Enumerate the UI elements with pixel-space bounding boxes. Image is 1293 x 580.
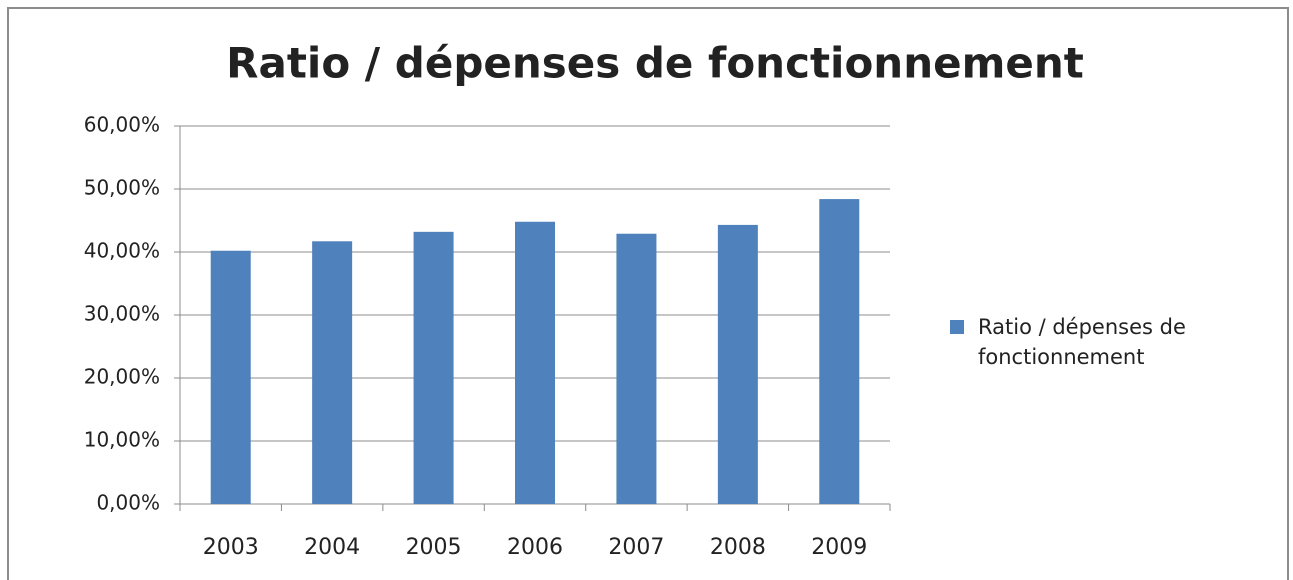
y-tick-label: 60,00% [84, 113, 160, 137]
bar [312, 241, 353, 505]
y-tick-label: 30,00% [84, 302, 160, 326]
chart-border [7, 7, 1289, 580]
bar [616, 233, 657, 505]
y-tick-label: 10,00% [84, 428, 160, 452]
x-tick-label: 2009 [811, 535, 867, 560]
x-tick-label: 2005 [406, 535, 462, 560]
bar [413, 231, 454, 504]
x-tick-label: 2008 [710, 535, 766, 560]
bar [717, 224, 758, 504]
legend: Ratio / dépenses de fonctionnement [950, 312, 1278, 372]
x-tick-label: 2006 [507, 535, 563, 560]
y-tick-label: 50,00% [84, 176, 160, 200]
bar [819, 199, 860, 504]
bar [515, 221, 555, 504]
y-tick-label: 40,00% [84, 239, 160, 263]
x-tick-label: 2003 [203, 535, 259, 560]
x-tick-label: 2004 [304, 535, 360, 560]
legend-swatch [950, 320, 964, 334]
chart-title: Ratio / dépenses de fonctionnement [226, 39, 1084, 88]
bar [210, 250, 251, 504]
legend-label: Ratio / dépenses de fonctionnement [978, 315, 1186, 369]
y-tick-label: 0,00% [96, 491, 160, 515]
y-tick-label: 20,00% [84, 365, 160, 389]
x-tick-label: 2007 [608, 535, 664, 560]
